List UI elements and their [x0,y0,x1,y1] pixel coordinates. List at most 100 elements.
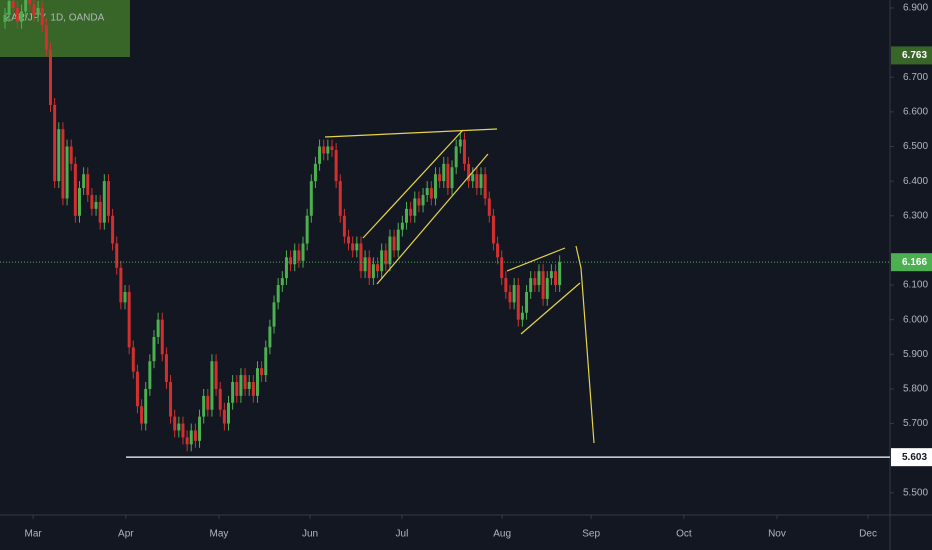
candle-body [3,14,7,22]
x-tick-label: Sep [582,529,600,540]
x-tick-label: Nov [768,529,786,540]
y-tick-label: 5.500 [903,487,928,498]
candle-body [156,319,160,337]
y-tick-label: 6.900 [903,3,928,14]
candle-body [446,163,450,189]
y-tick-label: 5.800 [903,384,928,395]
candle-body [545,278,549,299]
candle-body [206,395,210,410]
candle-body [32,4,36,15]
candle-body [185,437,189,445]
chart-title: ZAR/JPY, 1D, OANDA [5,13,105,24]
price-label-box [891,253,932,272]
candle-body [351,243,355,251]
axes: 5.500 5.700 5.800 5.900 6.000 6.100 6.300 6.400… [24,3,932,540]
trend-line [376,153,489,285]
plot [0,0,890,458]
candle-body [193,430,197,441]
candle-body [417,198,421,206]
candle-body [177,423,181,431]
candle-body [334,149,338,182]
candle-body [102,181,106,223]
candle-body [433,174,437,199]
price-label: 6.763 [902,50,927,61]
candle-body [392,236,396,251]
candle-body [90,194,94,209]
candle-body [106,181,110,216]
candle-body [86,174,90,195]
candle-body [458,139,462,147]
x-tick-label: Oct [676,529,692,540]
candle-body [322,146,326,154]
candle-body [347,236,351,244]
candle-body [554,271,558,286]
candle-body [181,423,185,438]
candle-body [558,262,562,286]
trend-line [506,247,566,272]
candle-body [487,198,491,216]
candle-body [272,302,276,327]
candle-body [11,1,15,8]
y-tick-label: 6.300 [903,210,928,221]
candle-body [297,250,301,261]
candle-body [202,395,206,417]
x-tick-label: Dec [859,529,877,540]
candle-body [400,222,404,230]
candle-body [467,163,471,182]
drawings [324,128,595,444]
trend-line [520,282,581,335]
candle-body [284,257,288,279]
candle-body [198,416,202,441]
y-tick-label: 6.100 [903,280,928,291]
candle-body [483,174,487,199]
candle-body [123,291,127,303]
candle-body [371,264,375,279]
candle-body [409,208,413,216]
candle-body [152,336,156,362]
x-tick-label: May [210,529,229,540]
candle-body [227,402,231,424]
candle-body [49,49,53,105]
candle-body [384,250,388,265]
candle-body [144,388,148,424]
candle-body [69,146,73,164]
x-tick-label: Jun [302,529,318,540]
legend-box [0,0,130,57]
price-label-box [891,448,932,467]
candle-body [541,271,545,299]
candle-body [330,146,334,150]
candle-body [73,163,77,216]
candle-body [77,188,81,216]
candle-body [189,430,193,445]
candle-body [363,257,367,272]
candle-body [367,257,371,279]
candle-body [65,146,69,199]
candle-body [475,174,479,189]
candle-body [235,382,239,396]
candle-body [173,416,177,431]
candle-body [148,361,152,389]
candle-body [301,243,305,261]
candle-body [164,354,168,383]
candle-body [140,406,144,424]
candle-body [338,181,342,216]
candle-body [450,167,454,189]
candle-body [94,201,98,209]
candle-body [28,0,32,5]
candle-body [127,291,131,348]
candle-body [520,312,524,320]
candle-body [318,146,322,164]
candle-body [280,278,284,286]
candle-body [442,163,446,182]
candle-body [119,267,123,303]
candle-body [462,139,466,164]
candle-body [438,174,442,182]
candle-body [53,104,57,182]
x-tick-label: Aug [493,529,511,540]
candle-body [309,181,313,216]
candle-body [169,382,173,417]
candle-body [421,194,425,206]
candle-body [20,11,24,22]
